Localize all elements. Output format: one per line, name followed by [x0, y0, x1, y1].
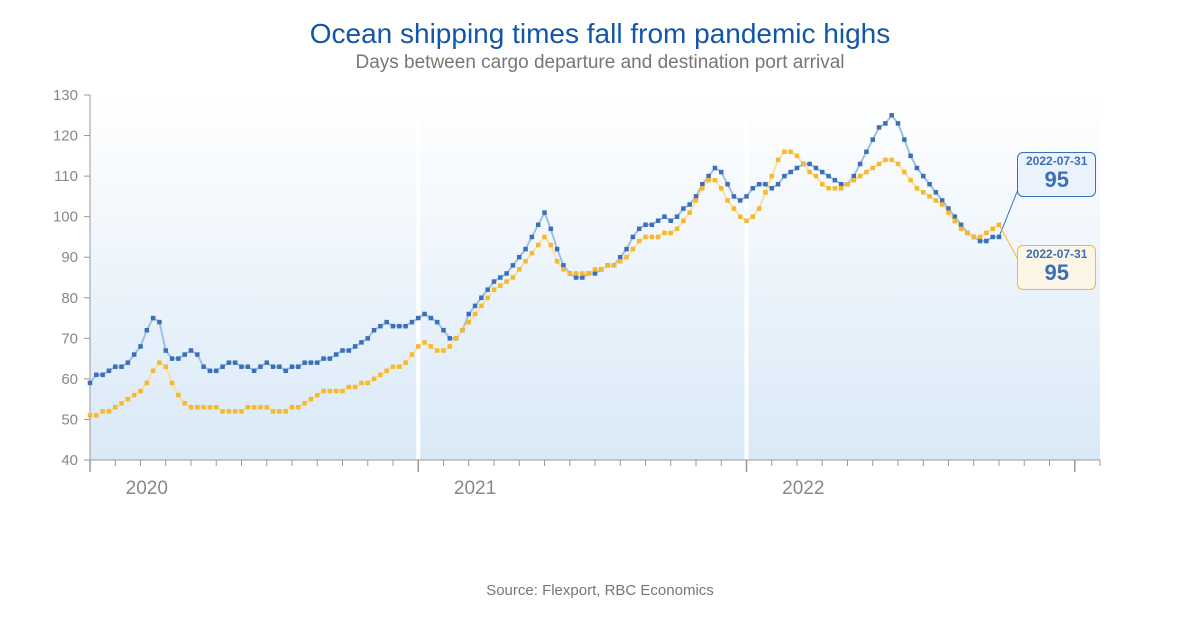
chart-plot: 405060708090100110120130202020212022 [90, 95, 1100, 515]
svg-text:70: 70 [61, 330, 78, 347]
chart-title: Ocean shipping times fall from pandemic … [0, 0, 1200, 50]
svg-text:120: 120 [53, 128, 78, 145]
svg-text:130: 130 [53, 87, 78, 104]
chart-subtitle: Days between cargo departure and destina… [0, 52, 1200, 74]
svg-text:40: 40 [61, 452, 78, 469]
callout-value-1: 95 [1026, 168, 1087, 192]
svg-text:80: 80 [61, 290, 78, 307]
svg-text:2022: 2022 [782, 478, 824, 499]
svg-text:60: 60 [61, 371, 78, 388]
svg-text:50: 50 [61, 411, 78, 428]
callout-date-2: 2022-07-31 [1026, 248, 1087, 261]
callout-series-1: 2022-07-31 95 [1017, 152, 1096, 197]
svg-text:100: 100 [53, 209, 78, 226]
chart-container: Ocean shipping times fall from pandemic … [0, 0, 1200, 627]
svg-text:2020: 2020 [126, 478, 168, 499]
svg-text:110: 110 [54, 168, 78, 185]
svg-text:90: 90 [61, 249, 78, 266]
svg-text:2021: 2021 [454, 478, 496, 499]
callout-series-2: 2022-07-31 95 [1017, 245, 1096, 290]
callout-value-2: 95 [1026, 261, 1087, 285]
source-caption: Source: Flexport, RBC Economics [0, 582, 1200, 599]
